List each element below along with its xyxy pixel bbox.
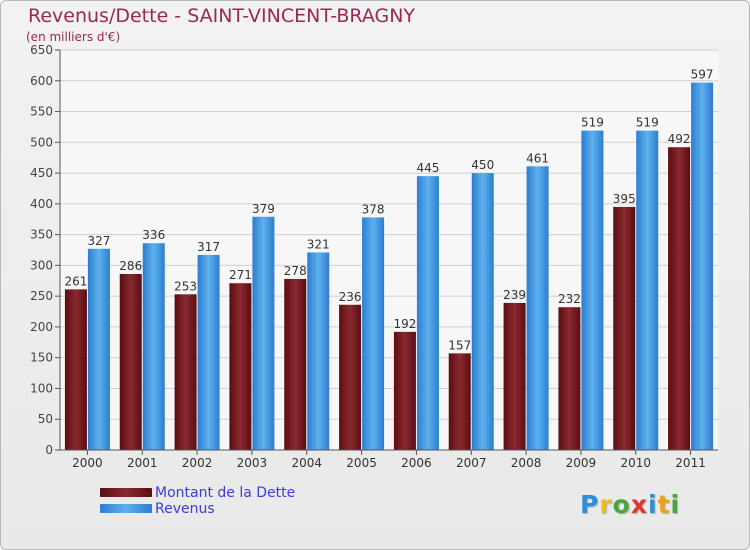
proxiti-logo: Proxiti xyxy=(580,490,680,519)
bar-debt xyxy=(393,331,416,450)
x-tick-label: 2003 xyxy=(237,456,268,470)
legend-swatch-revenus xyxy=(100,504,152,513)
bar-debt xyxy=(119,274,142,450)
x-tick-label: 2005 xyxy=(346,456,377,470)
bar-revenus xyxy=(362,217,385,450)
y-tick-label: 50 xyxy=(38,412,53,426)
x-tick-label: 2006 xyxy=(401,456,432,470)
value-label-revenus: 461 xyxy=(526,151,549,165)
value-label-debt: 286 xyxy=(119,259,142,273)
plot-area xyxy=(60,50,718,450)
y-tick-label: 100 xyxy=(30,381,53,395)
bar-revenus xyxy=(526,166,549,451)
legend-label-revenus: Revenus xyxy=(155,501,215,517)
bar-revenus xyxy=(471,173,494,451)
value-label-debt: 261 xyxy=(64,274,87,288)
y-tick-label: 650 xyxy=(30,43,53,57)
y-tick-label: 400 xyxy=(30,197,53,211)
bar-debt xyxy=(613,206,636,450)
bar-debt xyxy=(174,294,197,450)
value-label-revenus: 445 xyxy=(416,161,439,175)
value-label-revenus: 379 xyxy=(252,202,275,216)
value-label-revenus: 317 xyxy=(197,240,220,254)
y-tick-label: 300 xyxy=(30,258,53,272)
bar-revenus xyxy=(307,252,330,450)
value-label-revenus: 597 xyxy=(691,68,714,82)
y-tick-label: 450 xyxy=(30,166,53,180)
logo-letter: x xyxy=(630,490,648,519)
x-tick-label: 2008 xyxy=(511,456,542,470)
y-tick-label: 150 xyxy=(30,351,53,365)
y-tick-label: 500 xyxy=(30,135,53,149)
bar-revenus xyxy=(252,216,275,450)
y-tick-label: 200 xyxy=(30,320,53,334)
x-tick-label: 2002 xyxy=(182,456,213,470)
bar-debt xyxy=(668,147,691,450)
value-label-debt: 253 xyxy=(174,279,197,293)
x-tick-label: 2000 xyxy=(72,456,103,470)
bar-revenus xyxy=(197,254,220,450)
logo-letter: i xyxy=(648,490,658,519)
value-label-revenus: 519 xyxy=(636,116,659,130)
value-label-revenus: 327 xyxy=(87,234,110,248)
x-tick-label: 2001 xyxy=(127,456,158,470)
bar-revenus xyxy=(416,176,439,450)
x-tick-label: 2004 xyxy=(291,456,322,470)
logo-letter: i xyxy=(670,490,681,519)
bar-debt xyxy=(503,302,526,450)
x-tick-label: 2010 xyxy=(620,456,651,470)
legend-label-debt: Montant de la Dette xyxy=(155,485,296,501)
value-label-debt: 192 xyxy=(393,317,416,331)
bar-revenus xyxy=(691,82,714,450)
bar-revenus xyxy=(142,243,165,450)
logo-letter: r xyxy=(599,490,613,519)
y-tick-label: 250 xyxy=(30,289,53,303)
chart-subtitle: (en milliers d'€) xyxy=(26,30,121,44)
logo-letter: t xyxy=(657,490,671,519)
bar-debt xyxy=(558,307,581,450)
bar-revenus xyxy=(636,130,659,450)
x-tick-label: 2011 xyxy=(675,456,706,470)
x-tick-label: 2007 xyxy=(456,456,487,470)
bar-debt xyxy=(339,304,362,450)
legend-swatch-debt xyxy=(100,488,152,497)
value-label-debt: 395 xyxy=(613,192,636,206)
y-tick-label: 350 xyxy=(30,228,53,242)
value-label-revenus: 519 xyxy=(581,116,604,130)
bar-debt xyxy=(448,353,471,450)
value-label-revenus: 378 xyxy=(362,202,385,216)
value-label-revenus: 450 xyxy=(471,158,494,172)
value-label-debt: 239 xyxy=(503,288,526,302)
bar-debt xyxy=(284,278,307,450)
bar-revenus xyxy=(581,130,604,450)
value-label-debt: 271 xyxy=(229,268,252,282)
value-label-debt: 232 xyxy=(558,292,581,306)
bar-revenus xyxy=(87,248,110,450)
y-tick-label: 600 xyxy=(30,74,53,88)
value-label-debt: 492 xyxy=(668,132,691,146)
value-label-revenus: 336 xyxy=(142,228,165,242)
value-label-revenus: 321 xyxy=(307,237,330,251)
logo-letter: o xyxy=(612,490,631,519)
bar-debt xyxy=(64,289,87,450)
value-label-debt: 236 xyxy=(339,290,362,304)
value-label-debt: 278 xyxy=(284,264,307,278)
y-tick-label: 550 xyxy=(30,105,53,119)
y-tick-label: 0 xyxy=(45,443,53,457)
x-tick-label: 2009 xyxy=(566,456,597,470)
value-label-debt: 157 xyxy=(448,338,471,352)
bar-debt xyxy=(229,283,252,450)
chart-title: Revenus/Dette - SAINT-VINCENT-BRAGNY xyxy=(28,5,416,27)
logo-letter: P xyxy=(580,490,600,519)
